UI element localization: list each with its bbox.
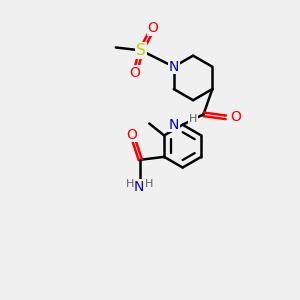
Text: N: N <box>169 118 179 132</box>
Text: O: O <box>230 110 241 124</box>
Text: H: H <box>189 114 197 124</box>
Text: H: H <box>126 178 134 189</box>
Text: S: S <box>136 43 146 58</box>
Text: O: O <box>126 128 137 142</box>
Text: O: O <box>130 66 141 80</box>
Text: N: N <box>134 180 144 194</box>
Text: H: H <box>145 178 153 189</box>
Text: O: O <box>148 21 158 35</box>
Text: N: N <box>169 60 179 74</box>
